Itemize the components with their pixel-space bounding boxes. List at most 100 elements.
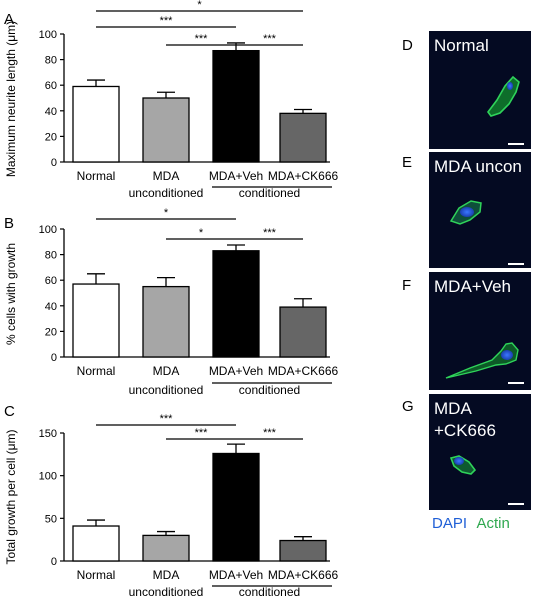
chart-panel-c: C Total growth per cell (μm) 0 50 100 150 Norm…	[4, 403, 339, 598]
cell-f	[445, 342, 519, 379]
y-tick-label: 20	[45, 326, 57, 338]
y-tick-label: 60	[45, 275, 57, 287]
significance-label: ***	[195, 33, 209, 45]
y-tick-label: 20	[45, 131, 57, 143]
stain-legend: DAPI Actin	[432, 515, 510, 532]
scale-bar-d	[508, 143, 524, 145]
group-label-conditioned: conditioned	[239, 585, 300, 598]
y-tick-label: 100	[39, 224, 57, 236]
panel-letter: B	[4, 215, 14, 232]
panel-letter-d: D	[402, 37, 413, 54]
significance-label: *	[164, 207, 169, 219]
error-bar	[157, 276, 175, 287]
chart-panel-b: B % cells with growth 0 20 40 60 80 100 Normal MD…	[4, 207, 339, 397]
bar-mda+ck666	[279, 306, 327, 358]
y-tick-label: 100	[39, 471, 57, 483]
category-label: Normal	[77, 568, 116, 582]
legend-actin: Actin	[476, 515, 509, 532]
group-label-unconditioned: unconditioned	[129, 585, 204, 598]
category-label: MDA	[153, 169, 180, 183]
micrograph-g-label-line1: MDA	[434, 399, 472, 418]
error-bar	[87, 79, 105, 87]
y-tick-label: 0	[51, 556, 57, 568]
error-bar	[227, 244, 245, 251]
category-label: MDA+Veh	[209, 568, 263, 582]
micrograph-e-label: MDA uncon	[434, 157, 522, 176]
y-axis-label: % cells with growth	[4, 243, 18, 345]
y-axis-label: Total growth per cell (μm)	[4, 430, 18, 565]
panel-letter-g: G	[402, 398, 414, 415]
micrograph-panel-d: D Normal	[402, 31, 531, 149]
category-label: MDA+Veh	[209, 169, 263, 183]
bar-mda+ck666	[279, 539, 327, 562]
bar-mda	[142, 97, 190, 163]
bar-normal	[72, 85, 120, 163]
svg-text:DAPI Actin: DAPI Actin	[432, 515, 510, 532]
significance-label: *	[199, 227, 204, 239]
y-tick-label: 40	[45, 301, 57, 313]
error-bar	[87, 273, 105, 285]
scale-bar-e	[508, 263, 524, 265]
cell-e	[449, 200, 482, 225]
micrograph-panel-f: F MDA+Veh	[402, 272, 531, 390]
cell-g	[449, 455, 477, 475]
micrograph-panel-e: E MDA uncon	[402, 152, 531, 268]
category-label: MDA	[153, 568, 180, 582]
micrograph-g-image	[429, 394, 531, 510]
bar-mda+ck666	[279, 112, 327, 163]
panel-letter: C	[4, 403, 15, 420]
micrograph-g-label-line2: +CK666	[434, 421, 496, 440]
bar-mda	[142, 285, 190, 358]
cell-d	[487, 75, 520, 117]
micrograph-f-label: MDA+Veh	[434, 277, 511, 296]
error-bar	[227, 42, 245, 51]
scale-bar-g	[508, 503, 524, 505]
y-tick-label: 100	[39, 29, 57, 41]
category-label: Normal	[77, 364, 116, 378]
significance-label: ***	[160, 413, 174, 425]
significance-label: ***	[263, 33, 277, 45]
bar-mda+veh	[212, 452, 260, 562]
panel-letter-e: E	[402, 154, 412, 171]
y-tick-label: 60	[45, 80, 57, 92]
category-label: Normal	[77, 169, 116, 183]
scale-bar-f	[508, 382, 524, 384]
micrograph-panel-g: G MDA +CK666	[402, 394, 531, 510]
group-label-unconditioned: unconditioned	[129, 383, 204, 397]
bar-mda+veh	[212, 49, 260, 163]
bar-normal	[72, 283, 120, 358]
category-label: MDA+Veh	[209, 364, 263, 378]
micrograph-d-label: Normal	[434, 36, 489, 55]
error-bar	[157, 530, 175, 536]
legend-dapi: DAPI	[432, 515, 467, 532]
category-label: MDA	[153, 364, 180, 378]
error-bar	[294, 298, 312, 308]
y-tick-label: 80	[45, 55, 57, 67]
y-tick-label: 0	[51, 157, 57, 169]
category-label: MDA+CK666	[268, 364, 339, 378]
bar-normal	[72, 525, 120, 562]
significance-label: ***	[160, 15, 174, 27]
y-axis-label: Maximum neurite length (μm)	[4, 21, 18, 177]
error-bar	[294, 108, 312, 114]
bar-mda	[142, 534, 190, 562]
error-bar	[227, 443, 245, 454]
category-label: MDA+CK666	[268, 169, 339, 183]
y-tick-label: 40	[45, 106, 57, 118]
y-tick-label: 150	[39, 428, 57, 440]
error-bar	[87, 519, 105, 527]
bar-mda+veh	[212, 250, 260, 358]
panel-letter: A	[4, 11, 14, 28]
panel-letter-f: F	[402, 277, 411, 294]
significance-label: ***	[263, 227, 277, 239]
group-label-conditioned: conditioned	[239, 186, 300, 200]
significance-label: *	[197, 0, 202, 11]
significance-label: ***	[195, 427, 209, 439]
y-tick-label: 0	[51, 352, 57, 364]
group-label-unconditioned: unconditioned	[129, 186, 204, 200]
category-label: MDA+CK666	[268, 568, 339, 582]
error-bar	[157, 91, 175, 98]
error-bar	[294, 536, 312, 541]
y-tick-label: 50	[45, 513, 57, 525]
